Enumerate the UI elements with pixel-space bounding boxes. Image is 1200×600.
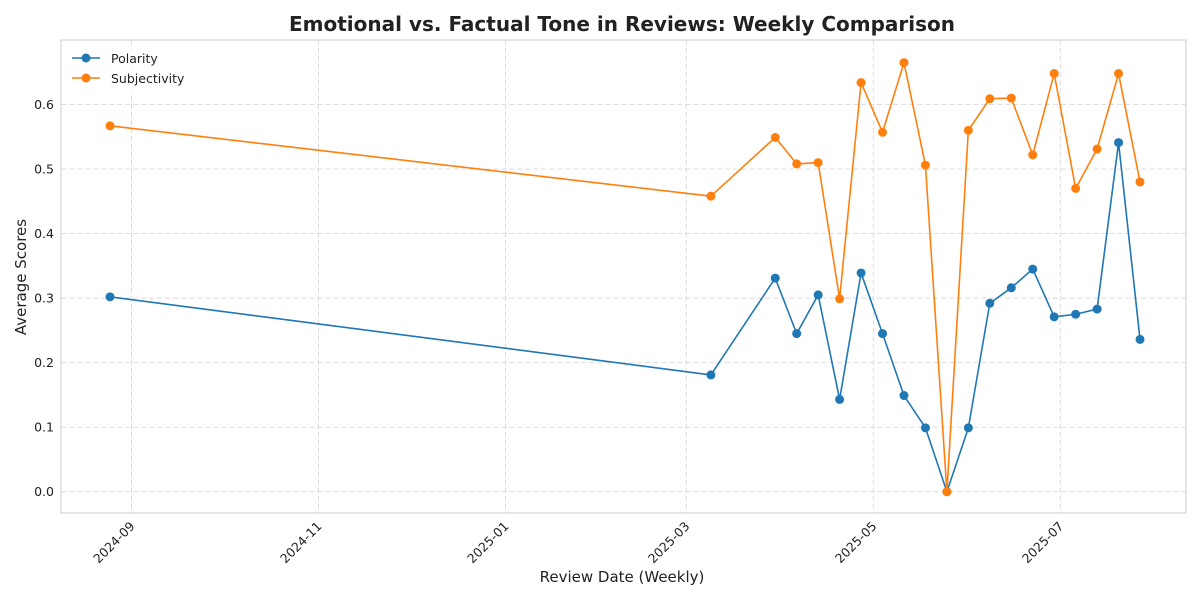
data-point-subjectivity [770, 132, 780, 142]
y-tick-label: 0.4 [34, 226, 54, 241]
data-point-subjectivity [899, 58, 909, 68]
data-point-polarity [1049, 312, 1059, 322]
data-point-polarity [899, 391, 909, 401]
y-axis-label: Average Scores [12, 219, 30, 335]
data-point-subjectivity [1114, 69, 1124, 79]
legend-marker-polarity [81, 53, 91, 63]
data-point-subjectivity [706, 191, 716, 201]
x-tick-label: 2025-03 [645, 519, 693, 567]
data-point-polarity [1092, 304, 1102, 314]
data-point-subjectivity [835, 294, 845, 304]
data-point-subjectivity [1028, 150, 1038, 160]
data-point-polarity [856, 268, 866, 278]
x-tick-label: 2025-05 [832, 519, 880, 567]
series-layer [105, 58, 1145, 497]
data-point-polarity [1135, 334, 1145, 344]
data-point-subjectivity [1049, 69, 1059, 79]
data-point-polarity [1071, 309, 1081, 319]
legend-background [66, 45, 196, 95]
x-tick-label: 2024-09 [90, 518, 138, 566]
data-point-subjectivity [920, 160, 930, 170]
y-tick-label: 0.5 [34, 162, 54, 177]
plot-frame [60, 39, 1187, 514]
data-point-subjectivity [792, 159, 802, 169]
data-point-polarity [963, 423, 973, 433]
data-point-subjectivity [105, 121, 115, 131]
data-point-subjectivity [1006, 93, 1016, 103]
x-axis-label: Review Date (Weekly) [540, 568, 705, 586]
data-point-subjectivity [1092, 144, 1102, 154]
y-tick-label: 0.6 [34, 97, 54, 112]
data-point-polarity [105, 292, 115, 302]
legend: Polarity Subjectivity [66, 45, 196, 95]
y-tick-label: 0.2 [34, 355, 54, 370]
legend-label-polarity: Polarity [111, 51, 158, 66]
data-point-subjectivity [985, 94, 995, 104]
data-point-polarity [1028, 264, 1038, 274]
data-point-subjectivity [963, 125, 973, 135]
x-tick-label: 2025-07 [1019, 519, 1067, 567]
data-point-polarity [985, 298, 995, 308]
data-point-subjectivity [1135, 177, 1145, 187]
y-tick-label: 0.0 [34, 484, 54, 499]
chart-title: Emotional vs. Factual Tone in Reviews: W… [289, 12, 955, 36]
data-point-polarity [920, 423, 930, 433]
data-point-subjectivity [942, 487, 952, 497]
data-point-polarity [1006, 283, 1016, 293]
grid [61, 40, 1186, 513]
data-point-polarity [835, 394, 845, 404]
data-point-polarity [813, 290, 823, 300]
data-point-subjectivity [878, 127, 888, 137]
data-point-subjectivity [1071, 183, 1081, 193]
legend-marker-subjectivity [81, 73, 91, 83]
data-point-polarity [792, 329, 802, 339]
data-point-polarity [1114, 138, 1124, 148]
data-point-polarity [706, 370, 716, 380]
x-tick-label: 2024-11 [277, 519, 325, 567]
data-point-polarity [770, 273, 780, 283]
x-tick-labels: 2024-09 2024-11 2025-01 2025-03 2025-05 2025-… [90, 518, 1066, 566]
legend-label-subjectivity: Subjectivity [111, 71, 185, 86]
y-tick-label: 0.3 [34, 291, 54, 306]
data-point-subjectivity [813, 158, 823, 168]
y-tick-labels: 0.0 0.1 0.2 0.3 0.4 0.5 0.6 [34, 97, 54, 499]
series-line-polarity [109, 141, 1141, 493]
x-tick-label: 2025-01 [464, 519, 512, 567]
data-point-polarity [878, 329, 888, 339]
y-tick-label: 0.1 [34, 420, 54, 435]
data-point-subjectivity [856, 78, 866, 88]
